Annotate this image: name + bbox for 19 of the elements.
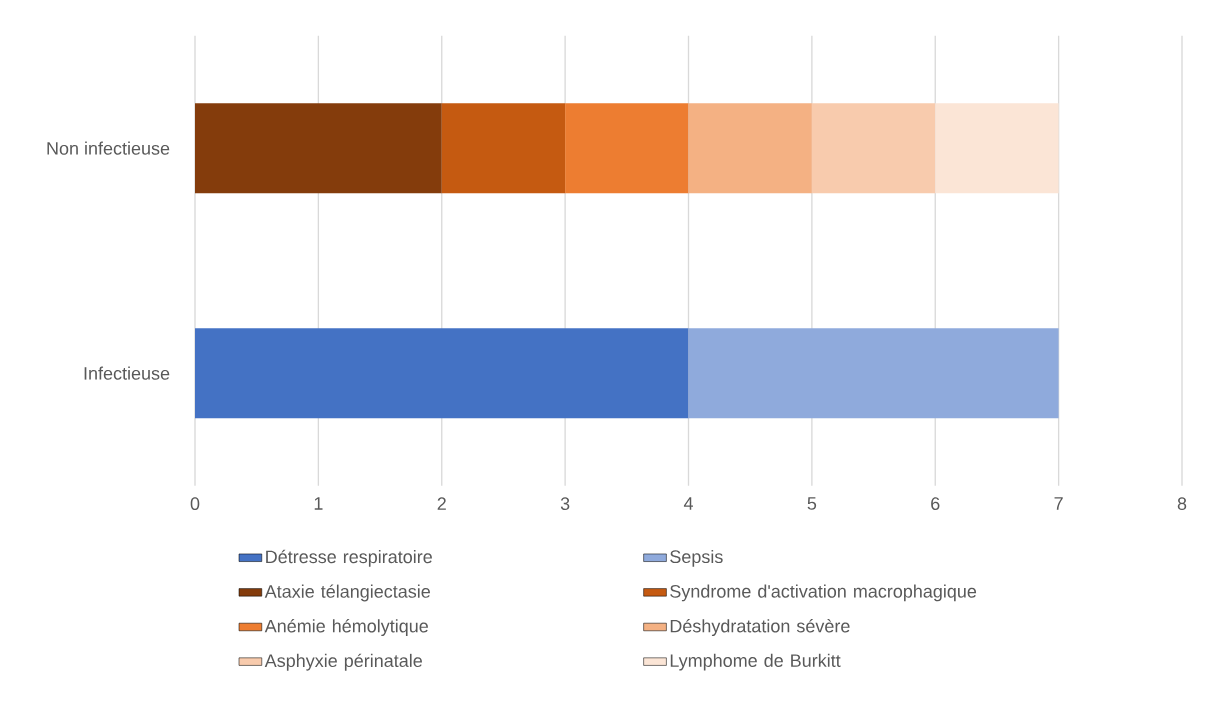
legend-label: Ataxie télangiectasie xyxy=(264,584,430,602)
x-tick-label: 3 xyxy=(560,497,570,511)
x-tick-label: 6 xyxy=(931,497,940,511)
legend-label: Sepsis xyxy=(670,549,723,567)
legend-label: Détresse respiratoire xyxy=(266,549,432,567)
legend-label: Déshydratation sévère xyxy=(670,619,850,637)
x-tick-label: 5 xyxy=(807,497,817,510)
x-tick-label: 8 xyxy=(1177,497,1187,511)
x-tick-label: 7 xyxy=(1054,497,1063,510)
x-tick-label: 4 xyxy=(683,497,693,510)
x-tick-label: 2 xyxy=(437,497,446,510)
x-tick-label: 0 xyxy=(190,497,200,511)
x-tick-label: 1 xyxy=(314,497,323,510)
legend-label: Asphyxie périnatale xyxy=(264,653,422,671)
legend-label: Anémie hémolytique xyxy=(264,619,428,637)
legend-label: Syndrome d'activation macrophagique xyxy=(670,584,977,602)
legend-label: Lymphome de Burkitt xyxy=(670,653,841,671)
y-tick-label: Non infectieuse xyxy=(47,141,170,155)
y-tick-label: Infectieuse xyxy=(84,366,170,380)
